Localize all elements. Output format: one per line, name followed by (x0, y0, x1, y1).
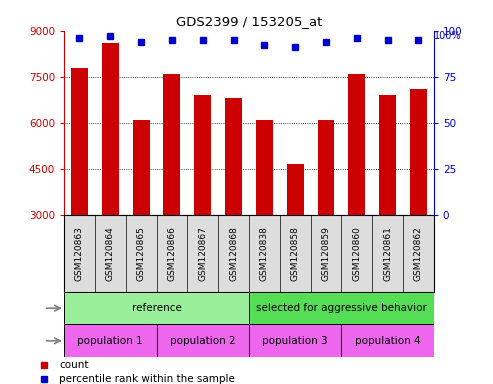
Bar (256, 120, 273, 215)
Bar (249, 324, 341, 357)
Bar (225, 98, 242, 215)
Bar (287, 164, 304, 215)
Text: selected for aggressive behavior: selected for aggressive behavior (256, 303, 427, 313)
Bar (317, 120, 334, 215)
Bar (194, 95, 211, 215)
Bar (102, 43, 119, 215)
Bar (64, 292, 249, 324)
Text: population 4: population 4 (355, 336, 421, 346)
Text: GSM120858: GSM120858 (291, 227, 300, 281)
Bar (157, 324, 249, 357)
Text: GSM120863: GSM120863 (75, 227, 84, 281)
Text: population 2: population 2 (170, 336, 236, 346)
Bar (249, 292, 434, 324)
Text: 100%: 100% (434, 31, 461, 41)
Text: GSM120868: GSM120868 (229, 227, 238, 281)
Text: population 3: population 3 (262, 336, 328, 346)
Text: GSM120865: GSM120865 (137, 227, 145, 281)
Bar (64, 324, 157, 357)
Text: count: count (59, 360, 89, 370)
Text: reference: reference (132, 303, 181, 313)
Text: population 1: population 1 (77, 336, 143, 346)
Bar (349, 74, 365, 215)
Bar (71, 68, 88, 215)
Text: GSM120838: GSM120838 (260, 227, 269, 281)
Text: GSM120862: GSM120862 (414, 227, 423, 281)
Text: GSM120859: GSM120859 (321, 227, 330, 281)
Text: GSM120866: GSM120866 (168, 227, 176, 281)
Title: GDS2399 / 153205_at: GDS2399 / 153205_at (176, 15, 322, 28)
Text: GSM120867: GSM120867 (198, 227, 207, 281)
Bar (164, 74, 180, 215)
Bar (379, 95, 396, 215)
Bar (133, 120, 149, 215)
Text: GSM120860: GSM120860 (352, 227, 361, 281)
Text: GSM120864: GSM120864 (106, 227, 115, 281)
Bar (341, 324, 434, 357)
Text: percentile rank within the sample: percentile rank within the sample (59, 374, 235, 384)
Bar (410, 89, 427, 215)
Text: GSM120861: GSM120861 (383, 227, 392, 281)
